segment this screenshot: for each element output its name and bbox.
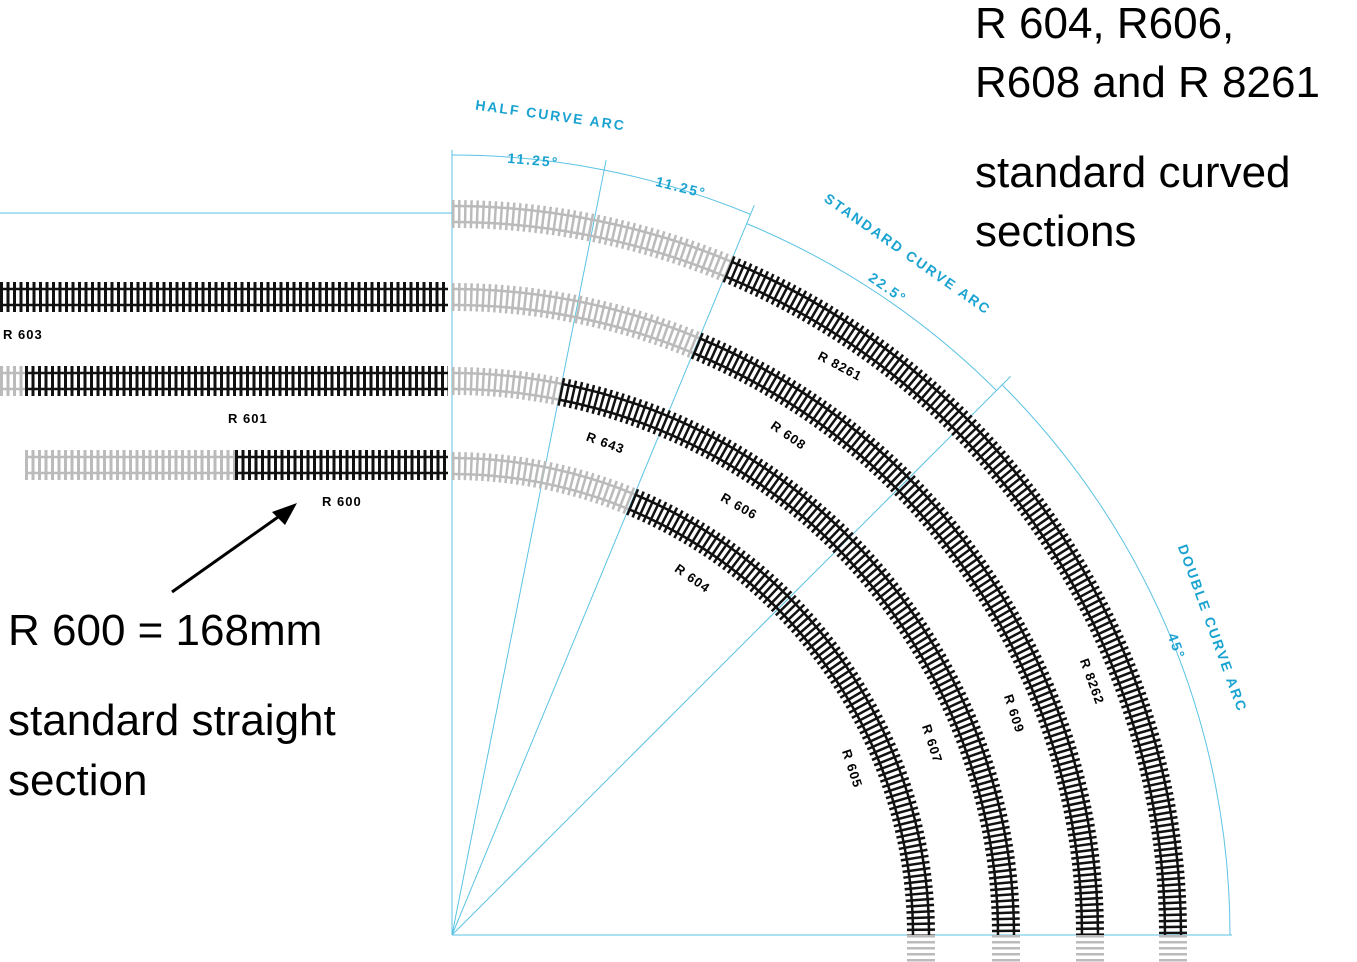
track-label: R 8262 [1077, 656, 1107, 706]
curved-title-2: R608 and R 8261 [975, 58, 1320, 107]
arc-label: 11.25° [507, 150, 560, 170]
track-rail [451, 204, 732, 263]
track-label: R 643 [584, 429, 626, 457]
arrow-line [171, 508, 289, 594]
track-sleepers [722, 255, 1187, 936]
track-rail [451, 472, 629, 511]
track-rail [451, 387, 559, 401]
straight-desc-1: standard straight [8, 696, 336, 745]
tracks [0, 150, 1232, 962]
curved-desc-1: standard curved [975, 148, 1291, 197]
arc-label: STANDARD CURVE ARC [821, 190, 994, 318]
track-label: R 605 [839, 747, 866, 789]
track-rail [451, 287, 700, 340]
arc-label: DOUBLE CURVE ARC [1175, 542, 1251, 714]
curved-desc-2: sections [975, 207, 1136, 256]
track-label: R 603 [3, 327, 43, 342]
arrow-head [272, 503, 297, 525]
radial-line [451, 204, 755, 936]
track-rail [730, 260, 1183, 936]
track-rail [692, 351, 1084, 936]
radial-line [451, 160, 607, 936]
arc-label: 22.5° [866, 269, 910, 307]
track-label: R 8261 [815, 348, 864, 384]
track-label: R 609 [1001, 692, 1028, 734]
track-label: R 606 [718, 490, 760, 523]
radial-line [451, 376, 1011, 936]
curved-title-1: R 604, R606, [975, 0, 1234, 48]
arc-label: 11.25° [654, 173, 708, 201]
track-rail [627, 507, 915, 936]
track-label: R 607 [919, 722, 946, 764]
track-rail [558, 398, 1000, 936]
track-label: R 608 [768, 418, 809, 453]
track-label: R 600 [322, 494, 362, 509]
dimension-arc [1001, 384, 1231, 936]
track-sleepers [626, 488, 935, 936]
track-rail [451, 456, 636, 496]
track-sleepers [451, 367, 563, 406]
track-sleepers [451, 452, 637, 515]
track-rail [561, 382, 1016, 936]
track-sleepers [451, 283, 702, 359]
arc-label: 45° [1165, 631, 1189, 662]
track-rail [634, 493, 931, 936]
dimension-arc [746, 223, 997, 391]
track-sleepers [557, 377, 1020, 936]
track-label: R 604 [672, 561, 713, 596]
track-label: R 601 [228, 411, 268, 426]
straight-title: R 600 = 168mm [8, 606, 322, 655]
straight-desc-2: section [8, 756, 147, 805]
track-rail [724, 275, 1167, 936]
dimension-arc [451, 154, 751, 215]
arc-label: HALF CURVE ARC [474, 97, 626, 134]
track-rail [451, 220, 726, 278]
track-rail [451, 303, 694, 355]
track-rail [451, 371, 562, 386]
track-sleepers [690, 332, 1104, 936]
track-rail [698, 337, 1100, 936]
